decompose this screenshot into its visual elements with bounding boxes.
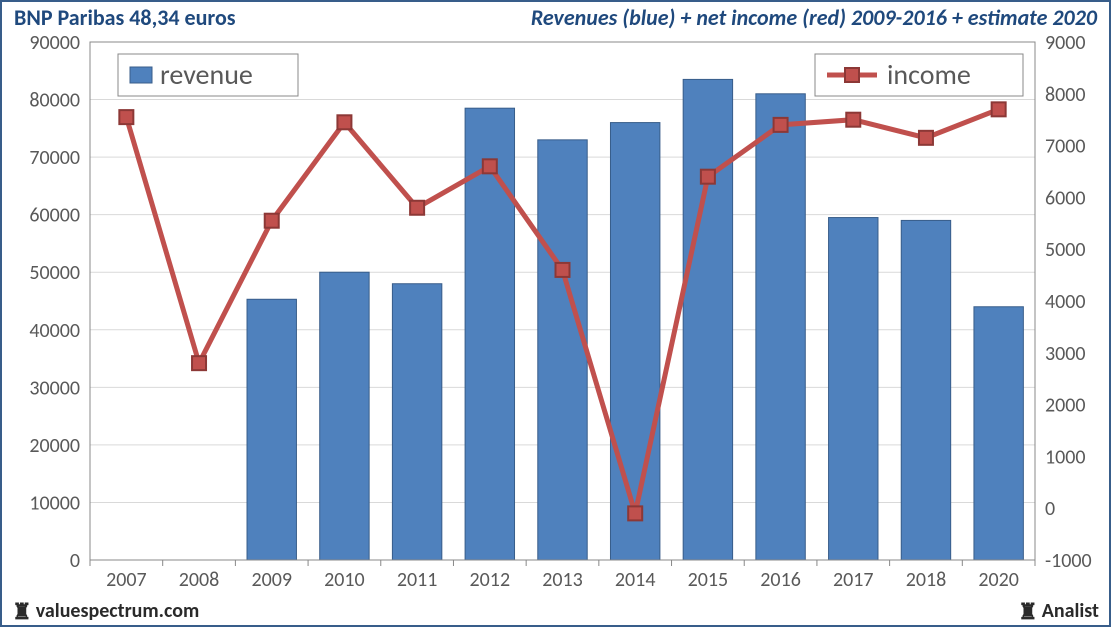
svg-text:20000: 20000 (29, 434, 80, 458)
chart-svg: 0100002000030000400005000060000700008000… (14, 34, 1101, 596)
svg-text:2007: 2007 (106, 568, 147, 592)
svg-text:2012: 2012 (470, 568, 511, 592)
svg-text:2017: 2017 (833, 568, 874, 592)
footer: ♜valuespectrum.com ♜Analist (2, 597, 1109, 625)
svg-text:2013: 2013 (542, 568, 583, 592)
footer-right-text: Analist (1042, 599, 1099, 623)
svg-text:2020: 2020 (978, 568, 1019, 592)
svg-text:80000: 80000 (29, 89, 80, 113)
svg-text:4000: 4000 (1045, 290, 1086, 314)
footer-left: ♜valuespectrum.com (12, 599, 199, 623)
svg-text:2015: 2015 (688, 568, 729, 592)
svg-text:1000: 1000 (1045, 445, 1086, 469)
svg-text:40000: 40000 (29, 319, 80, 343)
svg-text:0: 0 (70, 549, 80, 573)
svg-text:-1000: -1000 (1045, 549, 1092, 573)
svg-text:3000: 3000 (1045, 342, 1086, 366)
svg-text:6000: 6000 (1045, 186, 1086, 210)
svg-text:7000: 7000 (1045, 135, 1086, 159)
svg-text:2011: 2011 (397, 568, 438, 592)
header: BNP Paribas 48,34 euros Revenues (blue) … (2, 2, 1109, 32)
svg-text:2010: 2010 (324, 568, 365, 592)
svg-text:2009: 2009 (251, 568, 292, 592)
svg-text:0: 0 (1045, 497, 1055, 521)
svg-text:8000: 8000 (1045, 83, 1086, 107)
title-left: BNP Paribas 48,34 euros (14, 4, 236, 31)
svg-text:income: income (887, 57, 971, 92)
svg-text:60000: 60000 (29, 204, 80, 228)
svg-text:2016: 2016 (760, 568, 801, 592)
svg-text:9000: 9000 (1045, 34, 1086, 55)
svg-text:revenue: revenue (160, 57, 253, 92)
chart-frame: BNP Paribas 48,34 euros Revenues (blue) … (0, 0, 1111, 627)
svg-text:2018: 2018 (906, 568, 947, 592)
svg-text:5000: 5000 (1045, 238, 1086, 262)
title-right: Revenues (blue) + net income (red) 2009-… (531, 4, 1097, 31)
chess-rook-icon: ♜ (12, 601, 32, 623)
footer-left-text: valuespectrum.com (36, 599, 200, 623)
svg-text:10000: 10000 (29, 491, 80, 515)
svg-text:2008: 2008 (179, 568, 220, 592)
revenue-income-chart: 0100002000030000400005000060000700008000… (14, 34, 1101, 596)
footer-right: ♜Analist (1018, 599, 1099, 623)
svg-text:90000: 90000 (29, 34, 80, 55)
svg-text:70000: 70000 (29, 146, 80, 170)
svg-text:2000: 2000 (1045, 394, 1086, 418)
svg-text:50000: 50000 (29, 261, 80, 285)
svg-text:2014: 2014 (615, 568, 656, 592)
svg-text:30000: 30000 (29, 376, 80, 400)
chess-rook-icon: ♜ (1018, 601, 1038, 623)
